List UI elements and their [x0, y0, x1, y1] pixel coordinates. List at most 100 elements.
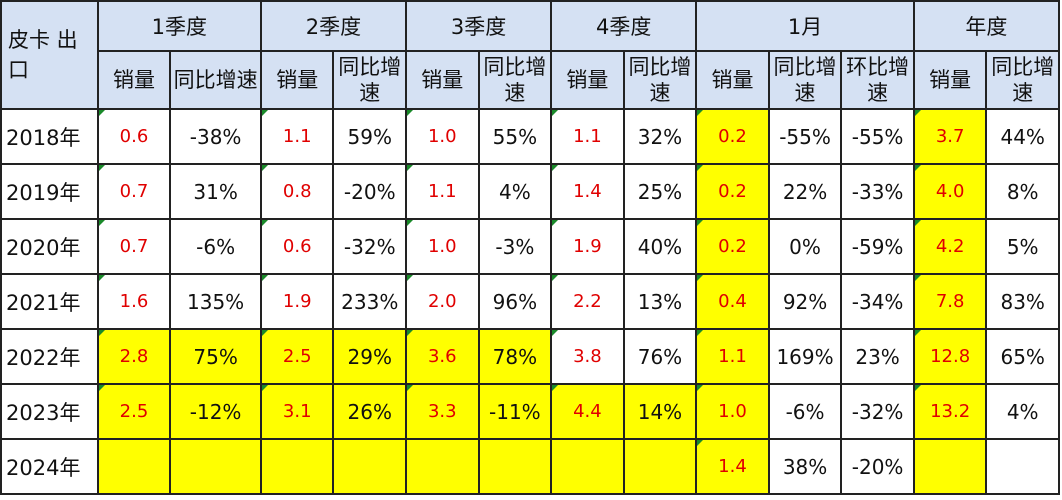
volume-cell: 3.1 — [259, 383, 335, 440]
volume-cell: 1.9 — [550, 218, 625, 275]
sub-header: 销量 — [695, 50, 770, 110]
year-cell: 2019年 — [0, 163, 99, 220]
volume-cell — [405, 438, 480, 495]
growth-cell — [985, 438, 1060, 495]
volume-cell: 0.6 — [96, 108, 172, 165]
volume-cell: 7.8 — [912, 273, 988, 330]
volume-cell — [96, 438, 172, 495]
table-row: 2020年 0.7 -6% 0.6 -32% 1.0 -3% 1.9 40% 0… — [0, 218, 1060, 275]
growth-cell: 25% — [622, 163, 698, 220]
table-row: 2022年 2.8 75% 2.5 29% 3.6 78% 3.8 76% 1.… — [0, 328, 1060, 385]
growth-cell: 65% — [985, 328, 1060, 385]
volume-cell: 0.2 — [695, 218, 770, 275]
sub-header: 销量 — [259, 50, 335, 110]
mom-growth-cell: -33% — [840, 163, 915, 220]
growth-cell — [622, 438, 698, 495]
sub-header: 同比增速 — [767, 50, 843, 110]
table-row: 2021年 1.6 135% 1.9 233% 2.0 96% 2.2 13% … — [0, 273, 1060, 330]
group-header-jan: 1月 — [695, 0, 915, 52]
volume-cell: 1.4 — [550, 163, 625, 220]
volume-cell: 2.5 — [96, 383, 172, 440]
volume-cell: 1.1 — [695, 328, 770, 385]
growth-cell: -12% — [169, 383, 262, 440]
growth-cell: 233% — [332, 273, 408, 330]
table-row: 2024年 1.4 38% -20% — [0, 438, 1060, 495]
volume-cell — [550, 438, 625, 495]
growth-cell: 40% — [622, 218, 698, 275]
growth-cell: 14% — [622, 383, 698, 440]
table-row: 2018年 0.6 -38% 1.1 59% 1.0 55% 1.1 32% 0… — [0, 108, 1060, 165]
group-header-q4: 4季度 — [550, 0, 698, 52]
growth-cell: 26% — [332, 383, 408, 440]
growth-cell: 92% — [767, 273, 843, 330]
growth-cell — [332, 438, 408, 495]
growth-cell: -55% — [767, 108, 843, 165]
volume-cell: 4.2 — [912, 218, 988, 275]
sub-header: 销量 — [96, 50, 172, 110]
growth-cell: 59% — [332, 108, 408, 165]
growth-cell: 4% — [477, 163, 553, 220]
growth-cell: 78% — [477, 328, 553, 385]
volume-cell: 0.4 — [695, 273, 770, 330]
table-row: 2023年 2.5 -12% 3.1 26% 3.3 -11% 4.4 14% … — [0, 383, 1060, 440]
volume-cell: 1.6 — [96, 273, 172, 330]
growth-cell: -20% — [332, 163, 408, 220]
year-cell: 2021年 — [0, 273, 99, 330]
sub-header: 销量 — [405, 50, 480, 110]
group-header-q3: 3季度 — [405, 0, 553, 52]
sub-header: 同比增速 — [332, 50, 408, 110]
year-cell: 2023年 — [0, 383, 99, 440]
volume-cell: 3.8 — [550, 328, 625, 385]
growth-cell — [477, 438, 553, 495]
volume-cell: 0.8 — [259, 163, 335, 220]
group-header-q1: 1季度 — [96, 0, 262, 52]
sub-header: 同比增速 — [477, 50, 553, 110]
group-header-annual: 年度 — [912, 0, 1061, 52]
growth-cell: -6% — [169, 218, 262, 275]
growth-cell: -38% — [169, 108, 262, 165]
growth-cell: 83% — [985, 273, 1060, 330]
volume-cell: 2.5 — [259, 328, 335, 385]
volume-cell: 12.8 — [912, 328, 988, 385]
volume-cell: 3.3 — [405, 383, 480, 440]
sub-header: 同比增速 — [622, 50, 698, 110]
mom-growth-cell: -34% — [840, 273, 915, 330]
growth-cell: 44% — [985, 108, 1060, 165]
table-row: 2019年 0.7 31% 0.8 -20% 1.1 4% 1.4 25% 0.… — [0, 163, 1060, 220]
growth-cell: 75% — [169, 328, 262, 385]
volume-cell: 1.0 — [405, 108, 480, 165]
growth-cell: 4% — [985, 383, 1060, 440]
volume-cell: 4.4 — [550, 383, 625, 440]
growth-cell: -32% — [332, 218, 408, 275]
sub-header: 同比增速 — [169, 50, 262, 110]
volume-cell: 3.7 — [912, 108, 988, 165]
growth-cell: 0% — [767, 218, 843, 275]
growth-cell: 169% — [767, 328, 843, 385]
growth-cell: 96% — [477, 273, 553, 330]
growth-cell: 55% — [477, 108, 553, 165]
mom-growth-cell: -59% — [840, 218, 915, 275]
year-cell: 2020年 — [0, 218, 99, 275]
volume-cell — [912, 438, 988, 495]
growth-cell: 135% — [169, 273, 262, 330]
volume-cell: 2.0 — [405, 273, 480, 330]
growth-cell: 32% — [622, 108, 698, 165]
sub-header: 销量 — [912, 50, 988, 110]
growth-cell — [169, 438, 262, 495]
growth-cell: -6% — [767, 383, 843, 440]
mom-growth-cell: 23% — [840, 328, 915, 385]
volume-cell: 1.1 — [405, 163, 480, 220]
corner-header: 皮卡 出口 — [0, 0, 99, 110]
growth-cell: 38% — [767, 438, 843, 495]
volume-cell: 2.2 — [550, 273, 625, 330]
year-cell: 2018年 — [0, 108, 99, 165]
volume-cell: 0.2 — [695, 108, 770, 165]
growth-cell: 31% — [169, 163, 262, 220]
volume-cell: 1.0 — [405, 218, 480, 275]
growth-cell: 13% — [622, 273, 698, 330]
volume-cell: 1.0 — [695, 383, 770, 440]
sub-header: 同比增速 — [985, 50, 1060, 110]
volume-cell: 0.6 — [259, 218, 335, 275]
volume-cell: 1.1 — [550, 108, 625, 165]
volume-cell: 0.7 — [96, 218, 172, 275]
